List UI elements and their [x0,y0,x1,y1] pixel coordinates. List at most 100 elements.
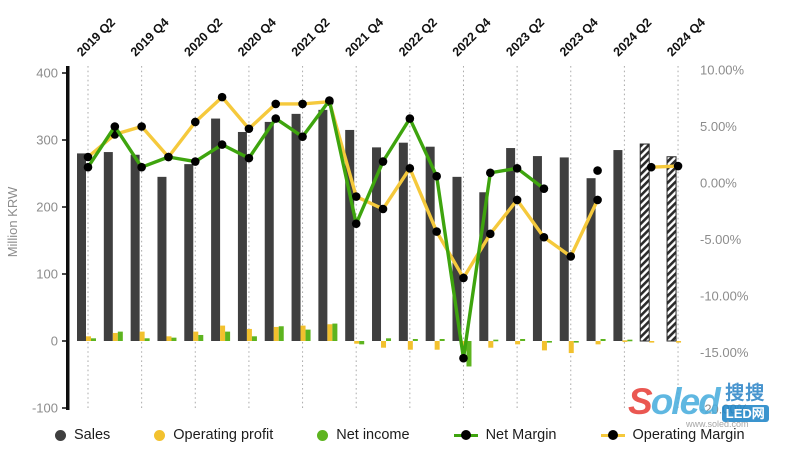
bar- [386,338,392,341]
bar- [568,341,574,354]
bar- [318,109,328,341]
line-marker [325,96,334,105]
line-marker [566,252,576,261]
legend-dot-icon [55,429,66,441]
line-marker [539,232,549,242]
right-axis-tick-label: -10.00% [700,289,749,304]
legend-dot-icon [154,429,166,441]
bar- [273,326,279,341]
margin-line [86,95,680,280]
legend-item-operating-margin: Operating Margin [600,427,745,443]
bar- [559,157,569,341]
line-marker [486,229,495,239]
bar- [264,121,274,341]
right-axis-tick-label: 0.00% [700,176,737,191]
x-axis-label: 2022 Q2 [396,15,440,59]
line-marker [486,168,495,178]
line-marker [271,114,281,123]
bar- [171,337,177,341]
margin-line [86,98,546,360]
bar- [586,178,596,341]
bar- [520,338,526,341]
bar- [627,339,633,342]
line-marker [298,132,307,141]
bar- [198,334,204,341]
line-marker [351,192,361,201]
bar- [506,148,516,341]
bar-estimate- [639,143,650,342]
bar- [600,338,606,341]
bar- [193,331,199,341]
x-axis-label: 2021 Q2 [289,15,333,59]
bar-estimate- [666,156,677,342]
bar- [595,341,601,345]
x-axis-label: 2023 Q4 [557,15,601,59]
bar- [305,329,311,341]
bar- [439,338,445,341]
y-axis-tick-label: 400 [36,66,58,81]
bar- [139,331,145,341]
right-axis-tick-label: -15.00% [700,345,749,360]
line-marker [271,99,281,109]
bar- [184,164,194,341]
legend-dot-icon [317,429,329,441]
bar- [225,331,231,341]
legend-line-marker-icon [453,429,478,441]
bar- [434,341,440,350]
bar- [291,113,301,342]
bar- [407,341,413,350]
legend-line-marker-icon [600,429,625,441]
line-marker [83,162,93,172]
line-marker [244,153,254,163]
bar- [398,142,408,341]
legend-item-net-income: Net income [317,427,410,443]
bar- [117,331,123,341]
legend-label: Sales [74,427,111,443]
line-marker [137,122,146,131]
watermark-logo: Soled [628,381,721,422]
right-axis-tick-label: 10.00% [700,63,745,78]
bar- [372,147,382,341]
bar- [546,341,552,343]
bar- [412,338,418,341]
bar- [157,176,167,341]
line-marker [190,117,200,127]
bar- [144,338,150,341]
legend-label: Net Margin [485,427,557,443]
x-axis-label: 2022 Q4 [450,15,494,59]
y-axis-tick-label: 200 [36,200,58,215]
x-axis-label: 2020 Q4 [235,15,279,59]
line-marker [459,273,468,283]
right-axis-tick-label: -5.00% [700,232,742,247]
line-marker [298,99,307,109]
bar- [332,323,338,341]
right-axis-tick-label: 5.00% [700,119,737,134]
line-marker [459,353,468,363]
bar- [452,176,462,341]
line-marker [512,195,522,205]
x-axis-label: 2020 Q2 [182,15,226,59]
bar- [103,152,113,341]
bar- [246,328,252,341]
line-marker [432,171,441,181]
bar- [425,146,435,341]
bar- [479,192,489,341]
line-marker [244,124,254,134]
bar- [488,341,494,348]
bar- [649,341,655,343]
bar- [251,336,257,341]
bar- [86,336,91,341]
y-axis-title: Million KRW [5,186,20,257]
line-marker [673,161,683,171]
line-marker [137,162,146,172]
line-marker [405,114,415,123]
bar- [622,340,628,342]
bar- [676,341,682,343]
watermark-url: www.soled.com [686,419,749,429]
bar- [112,332,118,341]
x-axis-label: 2021 Q4 [342,15,386,59]
line-marker [593,166,602,175]
bar- [237,131,247,341]
bar- [211,118,221,341]
